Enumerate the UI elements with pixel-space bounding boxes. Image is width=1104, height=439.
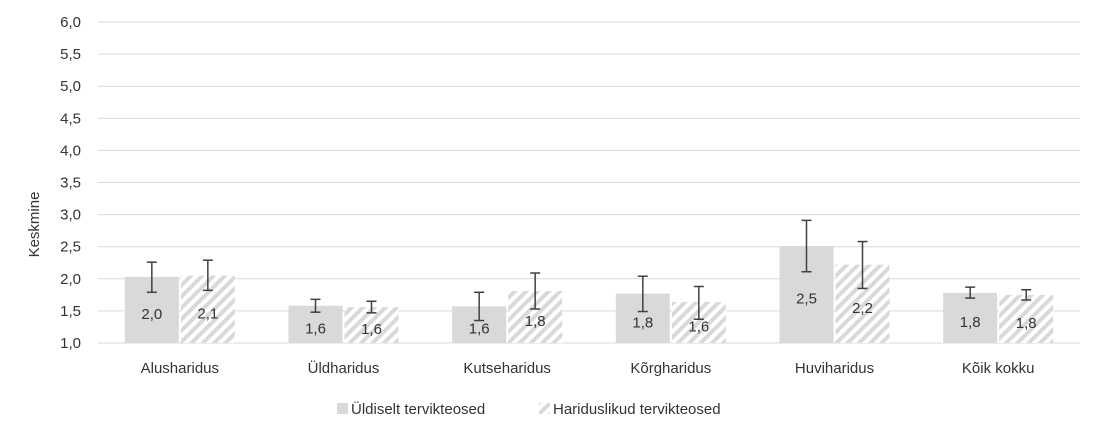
category-label: Huviharidus [795, 360, 874, 377]
category-label: Alusharidus [141, 360, 219, 377]
category-label: Kõrgharidus [630, 360, 711, 377]
x-axis-categories: Alusharidus Üldharidus Kutseharidus Kõrghar… [141, 359, 1035, 377]
y-tick-label: 5,5 [60, 46, 81, 63]
data-label: 1,6 [305, 320, 326, 337]
y-tick-label: 5,0 [60, 78, 81, 95]
bar [943, 292, 998, 343]
data-label: 1,8 [960, 314, 981, 331]
data-label: 2,1 [197, 305, 218, 322]
legend-label: Üldiselt tervikteosed [351, 400, 485, 418]
data-label: 2,2 [852, 300, 873, 317]
category-label: Kutseharidus [463, 360, 551, 377]
category-label: Üldharidus [308, 359, 380, 377]
y-axis-ticks: 1,0 1,5 2,0 2,5 3,0 3,5 4,0 4,5 5,0 5,5 6,0 [60, 14, 81, 352]
legend-label: Hariduslikud tervikteosed [553, 401, 721, 418]
legend-swatch [539, 403, 550, 414]
category-label: Kõik kokku [962, 360, 1035, 377]
legend: Üldiselt tervikteosed Hariduslikud tervik… [337, 400, 721, 418]
legend-swatch [337, 403, 348, 414]
bar [999, 294, 1054, 343]
y-axis-title: Keskmine [26, 192, 43, 258]
y-tick-label: 1,0 [60, 335, 81, 352]
data-label: 1,8 [1016, 315, 1037, 332]
y-tick-label: 2,0 [60, 271, 81, 288]
y-tick-label: 1,5 [60, 303, 81, 320]
y-tick-label: 4,5 [60, 110, 81, 127]
error-bars [146, 219, 1032, 322]
y-tick-label: 6,0 [60, 14, 81, 31]
bars [124, 246, 1054, 343]
data-label: 1,6 [361, 321, 382, 338]
data-label: 1,8 [525, 313, 546, 330]
data-label: 2,0 [141, 306, 162, 323]
y-tick-label: 3,5 [60, 175, 81, 192]
data-label: 1,6 [688, 318, 709, 335]
data-label: 1,8 [632, 314, 653, 331]
gridlines [98, 21, 1080, 344]
data-label: 2,5 [796, 291, 817, 308]
data-label: 1,6 [469, 321, 490, 338]
y-tick-label: 3,0 [60, 207, 81, 224]
data-labels: 2,0 2,1 1,6 1,6 1,6 1,8 1,8 1,6 2,5 2,2 1,8 1,8 [141, 291, 1036, 338]
y-tick-label: 2,5 [60, 239, 81, 256]
y-tick-label: 4,0 [60, 142, 81, 159]
